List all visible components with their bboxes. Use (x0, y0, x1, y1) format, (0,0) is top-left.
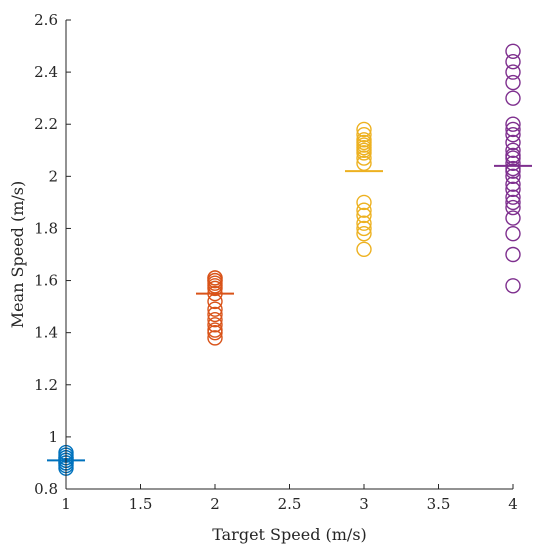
data-point (207, 293, 223, 310)
data-point (505, 210, 521, 226)
data-point (505, 160, 521, 177)
data-point (505, 194, 521, 211)
data-point (505, 225, 521, 242)
data-point (505, 74, 521, 91)
x-tick-label: 2 (210, 495, 220, 513)
x-tick-label: 2.5 (278, 495, 302, 513)
x-tick-label: 1.5 (129, 495, 153, 513)
data-point (207, 311, 223, 328)
y-tick-label: 1.4 (34, 324, 58, 342)
x-tick-label: 1 (61, 495, 71, 513)
data-point (505, 181, 521, 198)
data-point (356, 150, 372, 166)
axes (65, 20, 513, 490)
y-tick-label: 0.8 (34, 480, 58, 498)
y-tick-label: 2.4 (34, 63, 58, 81)
data-point (505, 126, 521, 143)
data-point (207, 301, 223, 317)
data-point (505, 176, 521, 192)
data-point (356, 194, 372, 211)
data-point (505, 246, 521, 263)
x-tick-label: 4 (508, 495, 518, 513)
y-axis-label: Mean Speed (m/s) (8, 181, 27, 329)
y-tick-label: 1.2 (34, 376, 58, 394)
data-point (505, 155, 521, 172)
data-point (505, 142, 521, 158)
data-point (505, 116, 521, 132)
data-point (207, 330, 223, 346)
x-axis-label: Target Speed (m/s) (212, 525, 367, 544)
data-point (505, 147, 521, 164)
data-point (356, 215, 372, 231)
data-point (207, 270, 223, 286)
data-point (505, 168, 521, 185)
y-tick-label: 2.6 (34, 11, 58, 29)
data-point (356, 121, 372, 138)
data-point (207, 317, 223, 333)
data-point (505, 134, 521, 151)
data-point (356, 207, 372, 224)
data-point (505, 90, 521, 106)
x-tick-label: 3 (359, 495, 369, 513)
x-ticks: 1 1.5 2 2.5 3 3.5 4 (61, 484, 518, 513)
y-tick-label: 1 (48, 428, 58, 446)
x-tick-label: 3.5 (427, 495, 451, 513)
y-tick-label: 2 (48, 167, 58, 185)
data-point (356, 132, 372, 148)
y-tick-label: 1.8 (34, 219, 58, 237)
data-point (505, 43, 521, 59)
data-point (356, 225, 372, 242)
mean-markers (47, 164, 532, 462)
data-point (356, 220, 372, 237)
data-point (207, 306, 223, 323)
y-tick-label: 2.2 (34, 115, 58, 133)
data-point (356, 126, 372, 143)
y-tick-label: 1.6 (34, 272, 58, 290)
data-point (356, 202, 372, 218)
data-point (505, 64, 521, 80)
data-point (505, 189, 521, 205)
data-point (505, 278, 521, 294)
data-point (505, 53, 521, 70)
data-marks (58, 43, 521, 476)
data-point (505, 121, 521, 138)
y-ticks: 0.8 1 1.2 1.4 1.6 1.8 2 2.2 2.4 2.6 (34, 11, 71, 498)
data-point (505, 199, 521, 216)
data-point (356, 241, 372, 257)
data-point (207, 322, 223, 338)
